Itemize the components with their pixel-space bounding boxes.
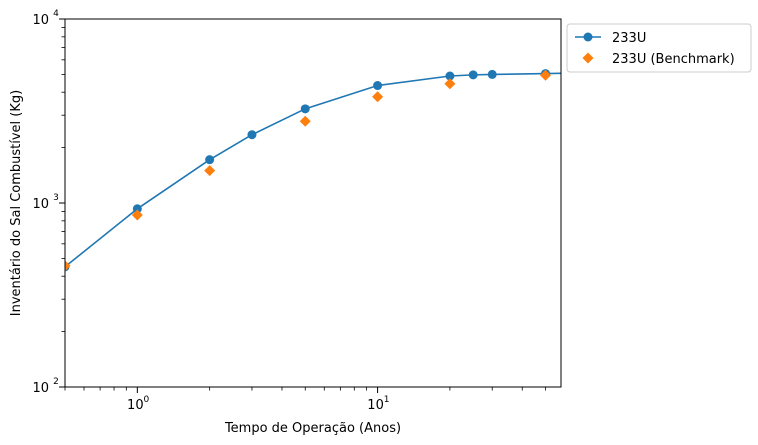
legend-box: [566, 23, 752, 73]
legend-label-1: 233U (Benchmark): [612, 52, 735, 67]
data-point-0-3: [247, 130, 257, 140]
legend-label-0: 233U: [612, 31, 646, 46]
data-point-0-5: [373, 81, 383, 91]
y-tick-label-exp-2: 4: [53, 9, 59, 19]
y-tick-label-1: 10: [32, 197, 49, 212]
data-point-1-5: [444, 78, 456, 90]
y-tick-label-0: 10: [32, 381, 49, 396]
y-axis-label: Inventário do Sal Combustível (Kg): [9, 90, 24, 316]
data-point-1-2: [204, 165, 216, 177]
data-point-0-7: [468, 70, 478, 80]
x-tick-label-0: 10: [127, 398, 144, 413]
data-point-1-6: [540, 69, 552, 81]
data-point-1-3: [299, 115, 311, 127]
data-point-1-0: [65, 260, 71, 272]
data-point-1-4: [372, 91, 384, 103]
data-point-0-4: [300, 104, 310, 114]
legend: 233U 233U (Benchmark): [566, 23, 752, 73]
y-tick-label-2: 10: [32, 13, 49, 28]
plot-layer: [65, 69, 561, 272]
data-point-0-6: [445, 71, 455, 81]
x-tick-label-1: 10: [367, 398, 384, 413]
y-tick-label-exp-0: 2: [53, 377, 59, 387]
y-tick-label-exp-1: 3: [53, 193, 59, 203]
data-point-0-2: [205, 155, 215, 165]
x-axis-label: Tempo de Operação (Anos): [224, 421, 401, 436]
legend-marker-0: [583, 32, 593, 42]
x-tick-label-exp-1: 1: [384, 395, 390, 405]
x-tick-label-exp-0: 0: [143, 395, 149, 405]
data-point-0-8: [487, 69, 497, 79]
series-line-0: [65, 72, 561, 268]
data-point-0-1: [132, 204, 142, 214]
data-point-1-1: [131, 209, 143, 221]
legend-marker-1: [582, 52, 594, 64]
